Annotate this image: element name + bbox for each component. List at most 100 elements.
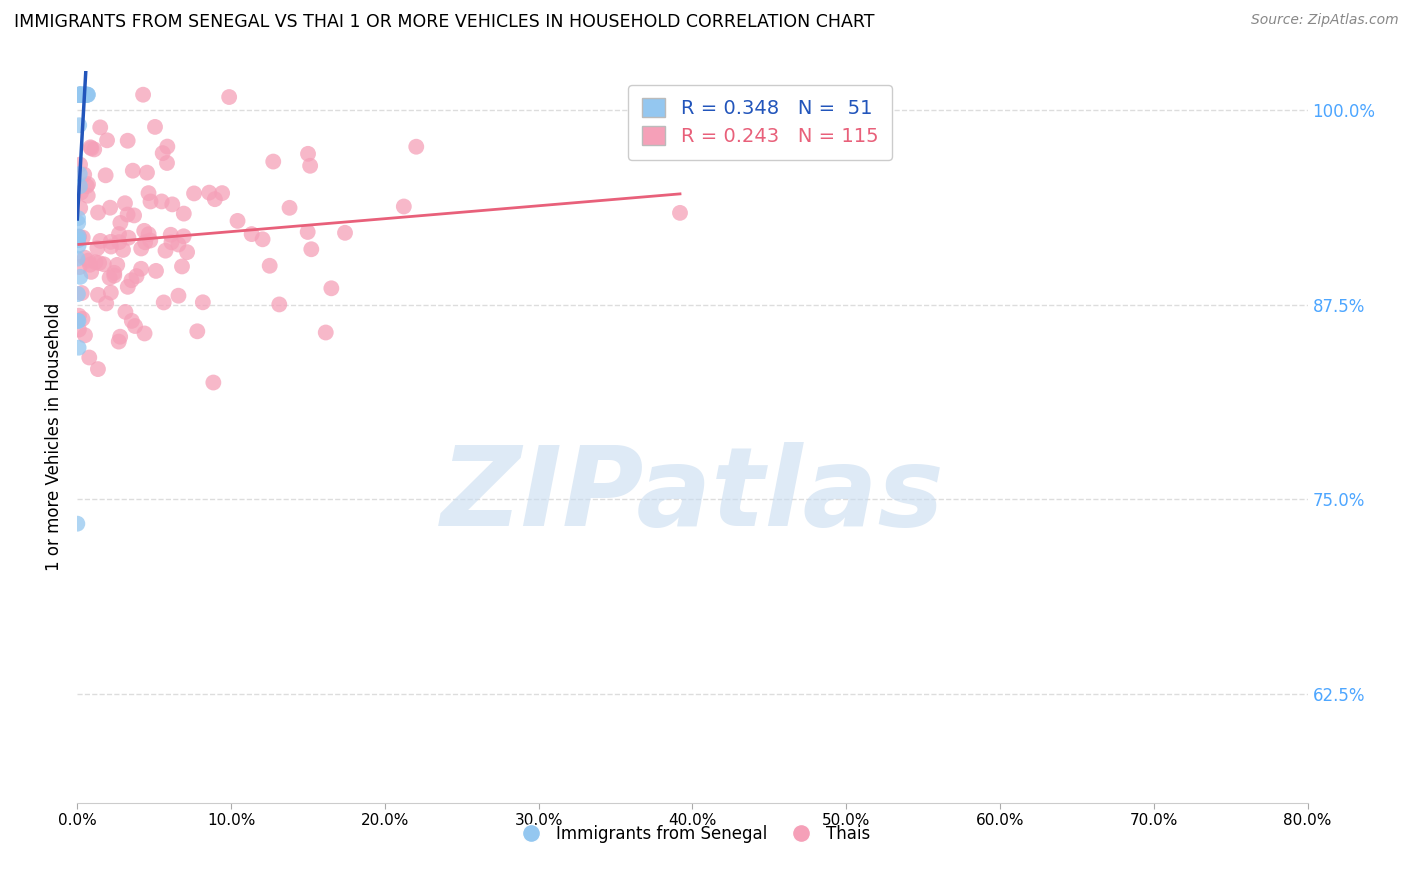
Point: [73, 251, 96, 265]
Point: [75, 87, 97, 102]
Point: [72, 230, 94, 244]
Point: [96, 296, 118, 310]
Point: [226, 214, 249, 228]
Point: [138, 186, 160, 201]
Point: [70, 286, 93, 301]
Point: [69, 87, 91, 102]
Point: [162, 197, 184, 211]
Point: [84, 255, 107, 269]
Point: [87, 288, 110, 302]
Point: [218, 90, 240, 104]
Point: [66, 252, 89, 266]
Point: [100, 235, 122, 249]
Point: [76, 87, 98, 102]
Point: [89, 120, 111, 135]
Point: [70, 87, 93, 102]
Point: [69, 179, 91, 194]
Point: [105, 258, 128, 272]
Point: [67, 341, 90, 355]
Point: [67, 309, 90, 323]
Point: [67, 233, 90, 247]
Point: [70, 87, 93, 102]
Point: [125, 268, 148, 283]
Point: [160, 235, 183, 250]
Point: [75, 87, 97, 102]
Point: [98, 270, 121, 285]
Point: [72, 87, 94, 102]
Point: [299, 242, 322, 256]
Point: [155, 244, 177, 258]
Point: [96, 133, 118, 147]
Point: [86, 241, 108, 255]
Point: [136, 166, 159, 180]
Point: [69, 87, 91, 102]
Point: [167, 237, 190, 252]
Point: [252, 232, 274, 246]
Point: [67, 229, 90, 244]
Point: [100, 285, 122, 300]
Point: [176, 245, 198, 260]
Point: [69, 87, 91, 102]
Point: [124, 318, 146, 333]
Point: [67, 87, 90, 102]
Point: [173, 229, 195, 244]
Point: [76, 87, 98, 102]
Point: [117, 280, 139, 294]
Point: [79, 258, 101, 272]
Point: [297, 225, 319, 239]
Point: [73, 87, 96, 102]
Point: [110, 216, 132, 230]
Point: [69, 87, 91, 102]
Point: [121, 273, 143, 287]
Point: [75, 87, 97, 102]
Point: [134, 235, 156, 250]
Point: [76, 179, 98, 194]
Point: [669, 206, 692, 220]
Point: [134, 326, 156, 341]
Point: [69, 269, 91, 284]
Point: [103, 266, 125, 280]
Point: [67, 230, 90, 244]
Point: [204, 192, 226, 206]
Point: [143, 120, 166, 134]
Point: [107, 334, 129, 349]
Point: [98, 201, 121, 215]
Point: [75, 87, 97, 102]
Point: [134, 224, 156, 238]
Point: [321, 281, 343, 295]
Point: [405, 139, 427, 153]
Point: [129, 261, 152, 276]
Point: [159, 227, 181, 242]
Point: [75, 87, 97, 102]
Point: [72, 311, 94, 326]
Point: [191, 295, 214, 310]
Point: [76, 188, 98, 202]
Point: [67, 323, 90, 337]
Point: [77, 177, 100, 191]
Point: [73, 168, 96, 182]
Point: [114, 196, 136, 211]
Point: [69, 87, 91, 102]
Point: [75, 87, 97, 102]
Y-axis label: 1 or more Vehicles in Household: 1 or more Vehicles in Household: [45, 303, 63, 571]
Text: Source: ZipAtlas.com: Source: ZipAtlas.com: [1251, 13, 1399, 28]
Point: [100, 239, 122, 253]
Point: [392, 199, 415, 213]
Point: [67, 229, 90, 244]
Point: [122, 209, 145, 223]
Point: [240, 227, 263, 241]
Point: [139, 234, 162, 248]
Point: [156, 139, 179, 153]
Point: [89, 256, 111, 270]
Point: [67, 238, 90, 252]
Legend: Immigrants from Senegal, Thais: Immigrants from Senegal, Thais: [508, 818, 877, 849]
Point: [67, 87, 90, 102]
Point: [66, 516, 89, 531]
Point: [77, 351, 100, 365]
Point: [77, 253, 100, 268]
Point: [87, 205, 110, 219]
Point: [80, 141, 103, 155]
Point: [83, 142, 105, 156]
Text: ZIPatlas: ZIPatlas: [440, 442, 945, 549]
Point: [66, 314, 89, 328]
